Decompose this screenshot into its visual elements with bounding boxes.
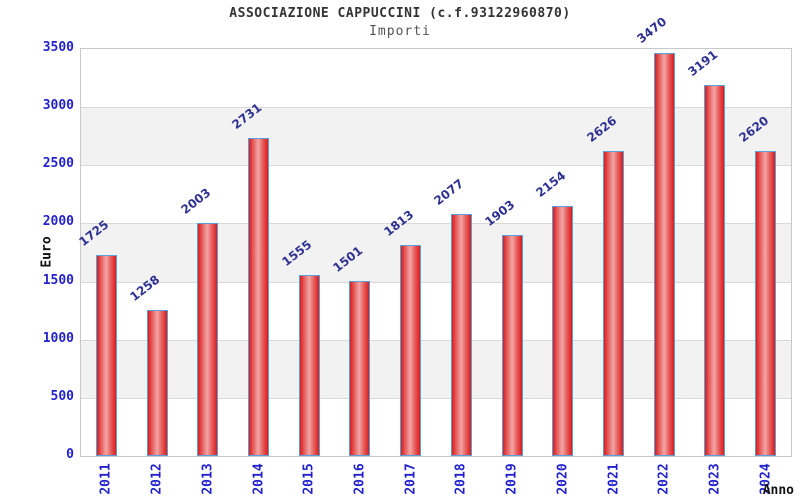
gridline xyxy=(81,397,791,399)
x-tick-label: 2011 xyxy=(98,463,114,495)
bar-2014 xyxy=(248,138,269,456)
grid-band xyxy=(81,281,791,340)
y-tick-label: 2500 xyxy=(42,156,74,172)
chart-title: ASSOCIAZIONE CAPPUCCINI (c.f.93122960870… xyxy=(229,6,571,21)
x-axis-title: Anno xyxy=(762,483,794,498)
x-tick-label: 2018 xyxy=(453,463,469,495)
y-tick-label: 1500 xyxy=(42,272,74,288)
bar-2018 xyxy=(450,214,472,456)
x-tick-label: 2022 xyxy=(656,463,672,495)
y-tick-label: 3500 xyxy=(42,40,74,55)
y-axis-title: Euro xyxy=(39,235,55,268)
grid-band xyxy=(81,397,791,456)
gridline xyxy=(81,339,791,341)
bar-2020 xyxy=(552,205,574,456)
x-tick-label: 2017 xyxy=(403,463,419,495)
grid-band xyxy=(81,107,791,166)
chart-subtitle: Importi xyxy=(369,24,431,39)
y-tick-label: 2000 xyxy=(42,214,74,230)
y-tick-label: 1000 xyxy=(42,330,74,346)
y-tick-label: 500 xyxy=(50,388,74,404)
plot-area xyxy=(80,48,792,457)
bar-2011 xyxy=(95,255,117,456)
y-tick-label: 0 xyxy=(66,447,74,462)
gridline xyxy=(81,165,791,167)
grid-band xyxy=(81,49,791,108)
grid-band xyxy=(81,339,791,398)
x-tick-label: 2023 xyxy=(707,463,723,495)
x-tick-label: 2014 xyxy=(251,463,266,495)
x-tick-label: 2012 xyxy=(149,463,165,495)
bar-2012 xyxy=(146,309,168,456)
bar-2022 xyxy=(653,52,675,456)
gridline xyxy=(81,223,791,225)
x-tick-label: 2019 xyxy=(504,463,520,495)
bar-2015 xyxy=(298,275,320,456)
grid-band xyxy=(81,223,791,282)
x-tick-label: 2015 xyxy=(301,463,317,495)
bar-2024 xyxy=(755,151,777,456)
bar-2016 xyxy=(349,281,371,456)
gridline xyxy=(81,281,791,283)
bar-2017 xyxy=(400,245,422,456)
bar-2023 xyxy=(704,84,726,456)
x-tick-label: 2020 xyxy=(555,463,571,495)
y-tick-label: 3000 xyxy=(42,98,74,114)
x-tick-label: 2016 xyxy=(352,463,368,495)
bar-2019 xyxy=(501,234,523,456)
x-tick-label: 2013 xyxy=(200,463,216,495)
x-tick-label: 2021 xyxy=(606,463,621,495)
bar-2021 xyxy=(603,150,624,456)
gridline xyxy=(81,107,791,109)
bar-2013 xyxy=(197,223,219,456)
